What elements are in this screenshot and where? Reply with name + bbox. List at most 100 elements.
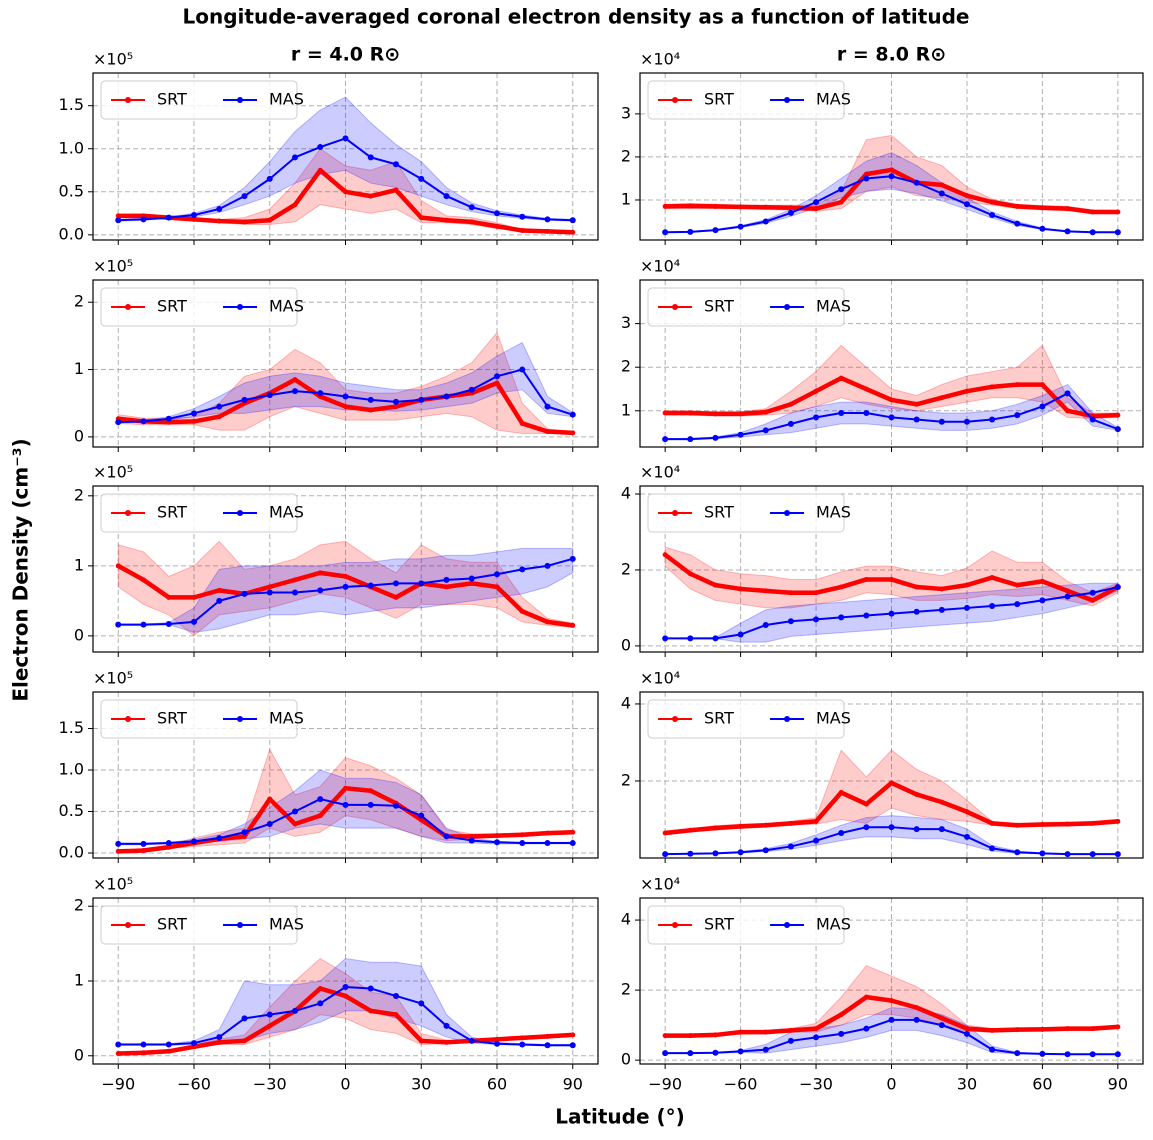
legend-marker <box>784 304 790 310</box>
point <box>1064 1051 1071 1058</box>
point <box>544 1042 551 1049</box>
point <box>266 392 273 399</box>
point <box>838 375 844 381</box>
point <box>570 622 576 628</box>
point <box>216 1039 222 1045</box>
point <box>216 403 223 410</box>
point <box>191 212 197 219</box>
point <box>914 584 920 590</box>
point <box>141 1050 146 1056</box>
point <box>1090 1026 1096 1032</box>
point <box>519 608 525 614</box>
plot-area <box>115 748 576 854</box>
point <box>762 218 769 225</box>
legend <box>647 905 845 945</box>
point <box>1014 582 1020 588</box>
point <box>813 1034 820 1041</box>
point <box>418 580 425 587</box>
point <box>1014 412 1021 419</box>
y-tick-label: 4 <box>621 910 631 929</box>
point <box>266 175 273 182</box>
legend-marker <box>125 716 131 722</box>
point <box>1089 229 1096 236</box>
point <box>989 212 996 219</box>
point <box>1114 584 1121 591</box>
subplot: 0.0 0.5 1.0 1.5 ×10⁵ r = 4.0 R⊙ SRT MAS <box>59 44 599 245</box>
point <box>1039 205 1045 211</box>
point <box>292 377 298 383</box>
point <box>888 1016 895 1023</box>
legend-marker <box>125 510 131 516</box>
point <box>545 228 550 234</box>
point <box>367 154 374 161</box>
point <box>737 431 744 438</box>
point <box>838 186 845 193</box>
point <box>570 829 576 835</box>
subplot: −90 −60 −30 0 30 60 90 0 1 2 ×10⁵ SRT MAS <box>74 875 599 1094</box>
point <box>418 396 425 403</box>
y-tick-label: 2 <box>621 146 631 165</box>
point <box>712 411 718 417</box>
point <box>292 1007 298 1014</box>
axes-frame <box>92 72 599 241</box>
point <box>863 409 870 416</box>
point <box>813 837 820 844</box>
y-tick-label: 0 <box>621 1050 631 1069</box>
point <box>763 588 769 594</box>
legend-label: MAS <box>269 915 304 934</box>
point <box>494 833 500 839</box>
point <box>687 436 694 443</box>
point <box>368 1008 374 1014</box>
point <box>216 414 222 420</box>
subplot: 0.0 0.5 1.0 1.5 ×10⁵ SRT MAS <box>59 669 599 863</box>
y-tick-label: 2 <box>621 770 631 789</box>
point <box>494 380 500 386</box>
point <box>762 427 769 434</box>
point <box>191 594 197 600</box>
point <box>468 386 475 393</box>
point <box>938 1022 945 1029</box>
y-tick-label: 2 <box>74 896 84 915</box>
subplot-title: r = 4.0 R⊙ <box>291 44 400 66</box>
legend-label: SRT <box>704 915 734 934</box>
point <box>469 833 475 839</box>
point <box>813 616 820 623</box>
point <box>813 590 819 596</box>
point <box>687 635 694 642</box>
point <box>1090 597 1096 603</box>
legend <box>647 699 845 739</box>
point <box>838 1012 844 1018</box>
point <box>1115 412 1121 418</box>
point <box>292 154 298 161</box>
point <box>317 796 324 803</box>
point <box>738 411 744 417</box>
point <box>115 840 122 847</box>
subplot: 0 1 2 ×10⁵ SRT MAS <box>74 463 599 657</box>
subplot: 2 4 ×10⁴ SRT MAS <box>621 669 1144 863</box>
point <box>342 393 349 400</box>
point <box>519 1035 525 1041</box>
point <box>939 182 945 188</box>
point <box>418 1000 425 1007</box>
point <box>317 570 323 576</box>
point <box>939 395 945 401</box>
point <box>838 584 844 590</box>
point <box>444 217 449 223</box>
point <box>788 1027 794 1033</box>
x-axis-label: Latitude (°) <box>555 1105 685 1129</box>
point <box>115 1051 121 1057</box>
plot-area <box>662 344 1121 443</box>
point <box>662 203 668 209</box>
x-tick-label: 90 <box>563 1075 583 1094</box>
offset-label: ×10⁵ <box>93 875 133 894</box>
point <box>964 582 970 588</box>
point <box>1065 408 1071 414</box>
y-tick-label: 1 <box>74 971 84 990</box>
point <box>519 420 525 426</box>
plot-area <box>662 749 1121 858</box>
point <box>787 1037 794 1044</box>
x-tick-label: −60 <box>177 1075 211 1094</box>
point <box>963 1030 970 1037</box>
point <box>888 824 895 831</box>
point <box>216 206 223 213</box>
